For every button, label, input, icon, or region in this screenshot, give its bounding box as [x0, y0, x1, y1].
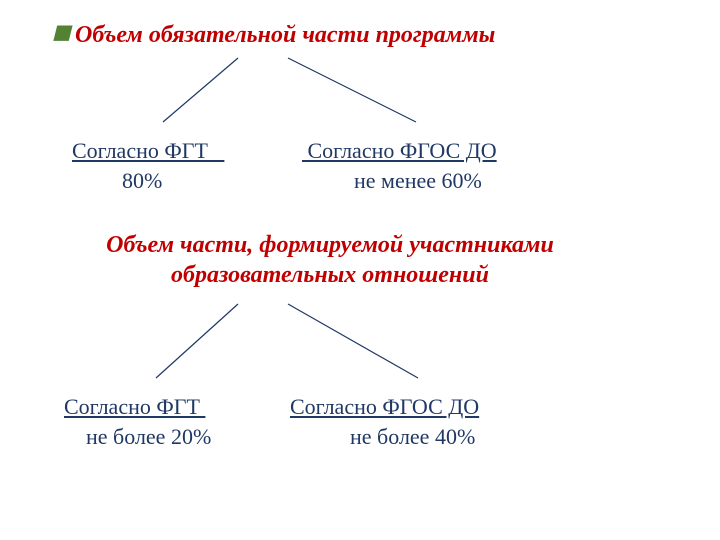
- s2-left-label: Согласно ФГТ: [64, 394, 205, 420]
- s2-left-value: не более 20%: [86, 424, 211, 450]
- s1-left-label: Согласно ФГТ: [72, 138, 224, 164]
- s1-right-label: Согласно ФГОС ДО: [302, 138, 497, 164]
- section2-title-line1: Объем части, формируемой участниками: [50, 232, 610, 259]
- s1-right-value: не менее 60%: [354, 168, 482, 194]
- s2-right-label: Согласно ФГОС ДО: [290, 394, 479, 420]
- s2-right-value: не более 40%: [350, 424, 475, 450]
- section2-title-line2: образовательных отношений: [50, 262, 610, 289]
- s1-left-value: 80%: [122, 168, 162, 194]
